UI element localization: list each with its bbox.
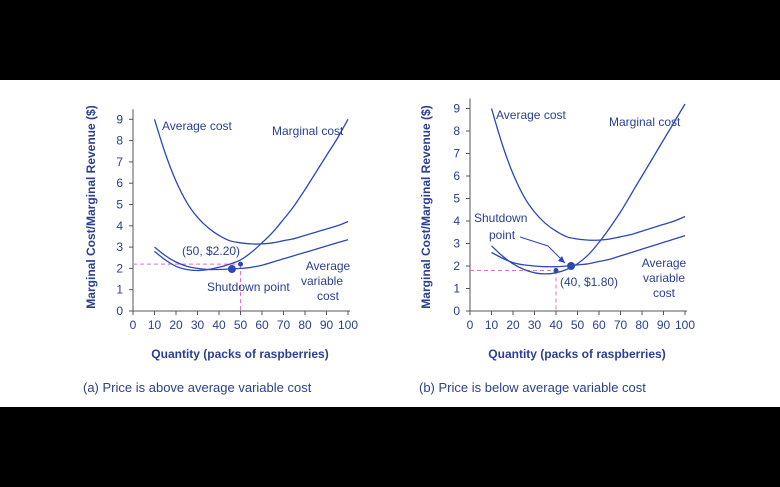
average-variable-cost-curve xyxy=(491,234,686,268)
shutdown-point-marker xyxy=(567,262,576,270)
label-avc-3: cost xyxy=(653,286,676,300)
y-tick-label: 8 xyxy=(453,124,460,138)
label-shutdown-2: point xyxy=(489,228,516,242)
x-tick-label: 100 xyxy=(338,318,358,332)
shutdown-point-marker xyxy=(227,265,236,274)
shutdown-pointer xyxy=(519,236,566,264)
label-price-point: (50, $2.20) xyxy=(182,244,240,258)
x-tick-label: 100 xyxy=(675,318,695,332)
x-tick-label: 90 xyxy=(657,318,671,332)
shutdown-pointer-arrowhead xyxy=(558,256,565,263)
chart-a: 0 10 20 30 40 50 60 70 80 90 100 0 1 2 3 4 5 6 7 8 9 Quantity… xyxy=(84,105,358,361)
x-tick-label: 40 xyxy=(212,318,226,332)
y-tick-label: 0 xyxy=(116,304,123,318)
x-tick-label: 20 xyxy=(506,318,520,332)
y-tick-label: 1 xyxy=(453,282,460,296)
average-variable-cost-curve xyxy=(154,238,349,271)
price-point xyxy=(238,261,243,267)
y-tick-label: 0 xyxy=(453,304,460,318)
y-axis-label: Marginal Cost/Marginal Revenue ($) xyxy=(84,105,98,308)
average-cost-curve xyxy=(153,119,349,245)
y-tick-label: 5 xyxy=(116,198,123,212)
label-shutdown-point: Shutdown point xyxy=(207,280,290,294)
x-tick-label: 10 xyxy=(485,318,499,332)
y-tick-label: 2 xyxy=(453,259,460,273)
x-tick-label: 70 xyxy=(277,318,291,332)
y-tick-label: 9 xyxy=(453,102,460,116)
x-axis-label: Quantity (packs of raspberries) xyxy=(151,347,328,361)
label-avc-3: cost xyxy=(317,289,340,303)
y-tick-label: 6 xyxy=(116,176,123,190)
label-average-cost: Average cost xyxy=(162,119,232,133)
x-tick-label: 80 xyxy=(635,318,649,332)
x-tick-label: 50 xyxy=(571,318,585,332)
x-tick-label: 90 xyxy=(320,318,334,332)
caption-b: (b) Price is below average variable cost xyxy=(419,380,646,395)
x-axis-label: Quantity (packs of raspberries) xyxy=(488,347,665,361)
y-tick-label: 2 xyxy=(116,261,123,275)
caption-a: (a) Price is above average variable cost xyxy=(83,380,312,395)
x-tick-label: 70 xyxy=(614,318,628,332)
label-avc-1: Average xyxy=(306,259,351,273)
charts-canvas: 0 10 20 30 40 50 60 70 80 90 1000123456789Quantity… xyxy=(84,98,695,361)
y-tick-label: 9 xyxy=(116,112,123,126)
y-tick-label: 8 xyxy=(116,134,123,148)
x-tick-label: 10 xyxy=(148,318,162,332)
x-tick-label: 20 xyxy=(169,318,183,332)
label-price-point: (40, $1.80) xyxy=(560,275,618,289)
x-tick-label: 60 xyxy=(255,318,269,332)
chart-b: 0 10 20 30 40 50 60 70 80 90 100 0 1 2 3 4 5 6 7 8 9 Quantity… xyxy=(419,98,695,361)
label-avc-1: Average xyxy=(642,256,687,270)
label-shutdown-1: Shutdown xyxy=(474,211,527,225)
y-tick-label: 7 xyxy=(453,147,460,161)
y-tick-label: 3 xyxy=(453,237,460,251)
x-tick-label: 60 xyxy=(592,318,606,332)
y-axis-label: Marginal Cost/Marginal Revenue ($) xyxy=(419,105,433,308)
label-average-cost: Average cost xyxy=(496,108,566,122)
y-tick-label: 3 xyxy=(116,240,123,254)
marginal-cost-curve xyxy=(491,103,686,275)
label-marginal-cost: Marginal cost xyxy=(272,124,344,138)
marginal-cost-curve xyxy=(154,118,349,272)
price-point xyxy=(553,268,559,273)
x-tick-label: 0 xyxy=(130,318,137,332)
average-cost-curve xyxy=(490,108,686,241)
x-tick-label: 0 xyxy=(467,318,474,332)
y-tick-label: 4 xyxy=(453,214,460,228)
y-tick-label: 1 xyxy=(116,283,123,297)
figure-panel: 0 10 20 30 40 50 60 70 80 90 100 0 1 2 3 4 5 6 7 8 9 Quantity… xyxy=(0,80,780,407)
y-tick-label: 5 xyxy=(453,192,460,206)
x-tick-label: 50 xyxy=(234,318,248,332)
x-tick-label: 30 xyxy=(191,318,205,332)
y-tick-label: 7 xyxy=(116,155,123,169)
y-tick-label: 6 xyxy=(453,169,460,183)
label-avc-2: variable xyxy=(643,271,685,285)
label-avc-2: variable xyxy=(301,274,343,288)
y-tick-label: 4 xyxy=(116,219,123,233)
x-tick-label: 30 xyxy=(528,318,542,332)
x-tick-label: 80 xyxy=(298,318,312,332)
label-marginal-cost: Marginal cost xyxy=(609,115,681,129)
x-tick-label: 40 xyxy=(549,318,563,332)
